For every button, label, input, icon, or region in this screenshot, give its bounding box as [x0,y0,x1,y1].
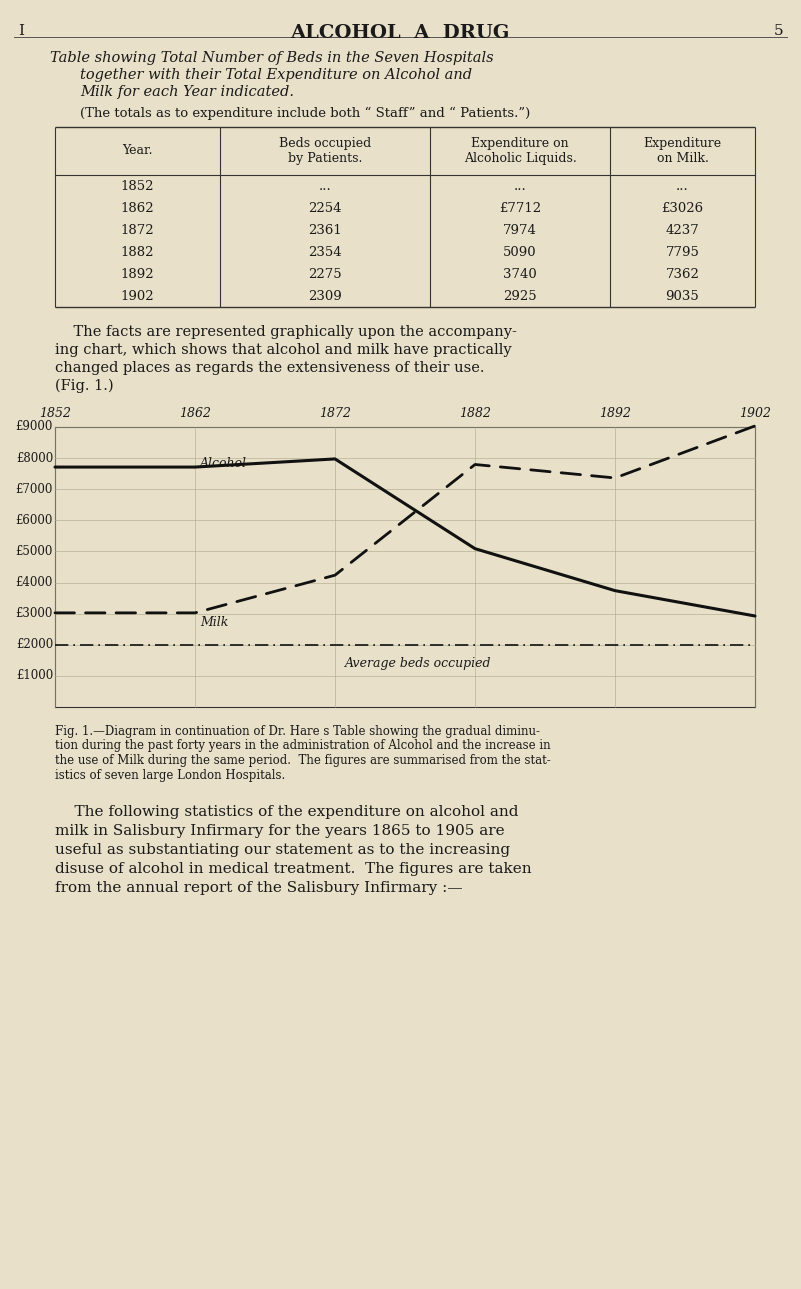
Text: 1902: 1902 [121,290,155,303]
Text: £8000: £8000 [16,451,53,464]
Text: 7974: 7974 [503,223,537,236]
Text: 1852: 1852 [39,407,71,420]
Text: 2361: 2361 [308,223,342,236]
Text: 2254: 2254 [308,201,342,214]
Text: Expenditure on
Alcoholic Liquids.: Expenditure on Alcoholic Liquids. [464,137,577,165]
Text: ALCOHOL  A  DRUG: ALCOHOL A DRUG [290,24,509,43]
Text: ...: ... [513,179,526,192]
Text: Alcohol: Alcohol [200,458,247,470]
Text: Table showing Total Number of Beds in the Seven Hospitals: Table showing Total Number of Beds in th… [50,52,493,64]
Text: 1852: 1852 [121,179,155,192]
Text: 1892: 1892 [121,268,155,281]
Text: ing chart, which shows that alcohol and milk have practically: ing chart, which shows that alcohol and … [55,343,512,357]
Text: the use of Milk during the same period.  The figures are summarised from the sta: the use of Milk during the same period. … [55,754,551,767]
Text: £7000: £7000 [16,482,53,496]
Text: ...: ... [319,179,332,192]
Text: Fig. 1.—Diagram in continuation of Dr. Hare s Table showing the gradual diminu-: Fig. 1.—Diagram in continuation of Dr. H… [55,724,540,739]
Text: 1862: 1862 [121,201,155,214]
Text: £3026: £3026 [662,201,703,214]
Text: from the annual report of the Salisbury Infirmary :—: from the annual report of the Salisbury … [55,880,463,895]
Text: Average beds occupied: Average beds occupied [345,657,492,670]
Text: 7362: 7362 [666,268,699,281]
Text: 4237: 4237 [666,223,699,236]
Text: 1872: 1872 [319,407,351,420]
Text: ...: ... [676,179,689,192]
Text: istics of seven large London Hospitals.: istics of seven large London Hospitals. [55,768,285,781]
Text: The facts are represented graphically upon the accompany-: The facts are represented graphically up… [55,325,517,339]
Text: together with their Total Expenditure on Alcohol and: together with their Total Expenditure on… [80,68,472,82]
Text: 5090: 5090 [503,245,537,259]
Text: £2000: £2000 [16,638,53,651]
Text: Milk for each Year indicated.: Milk for each Year indicated. [80,85,294,99]
Text: 1892: 1892 [599,407,631,420]
Text: useful as substantiating our statement as to the increasing: useful as substantiating our statement a… [55,843,510,857]
Text: £5000: £5000 [16,545,53,558]
Text: (Fig. 1.): (Fig. 1.) [55,379,114,393]
Text: 3740: 3740 [503,268,537,281]
Text: (The totals as to expenditure include both “ Staff” and “ Patients.”): (The totals as to expenditure include bo… [80,107,530,120]
Text: tion during the past forty years in the administration of Alcohol and the increa: tion during the past forty years in the … [55,740,550,753]
Text: milk in Salisbury Infirmary for the years 1865 to 1905 are: milk in Salisbury Infirmary for the year… [55,824,505,838]
Text: 1882: 1882 [121,245,155,259]
Text: 9035: 9035 [666,290,699,303]
Text: 5: 5 [774,24,783,37]
Text: I: I [18,24,24,37]
Text: 2354: 2354 [308,245,342,259]
Text: 2275: 2275 [308,268,342,281]
Text: 1862: 1862 [179,407,211,420]
Text: 1872: 1872 [121,223,155,236]
Text: £1000: £1000 [16,669,53,682]
Text: Milk: Milk [200,616,228,629]
Text: £4000: £4000 [16,576,53,589]
Text: 2309: 2309 [308,290,342,303]
Text: 1902: 1902 [739,407,771,420]
Text: Expenditure
on Milk.: Expenditure on Milk. [643,137,722,165]
Text: £9000: £9000 [16,420,53,433]
Text: The following statistics of the expenditure on alcohol and: The following statistics of the expendit… [55,806,518,819]
Text: £7712: £7712 [499,201,541,214]
Text: changed places as regards the extensiveness of their use.: changed places as regards the extensiven… [55,361,485,375]
Text: 1882: 1882 [459,407,491,420]
Text: Beds occupied
by Patients.: Beds occupied by Patients. [279,137,371,165]
Text: Year.: Year. [123,144,153,157]
Text: £6000: £6000 [16,514,53,527]
Text: £3000: £3000 [16,607,53,620]
Text: disuse of alcohol in medical treatment.  The figures are taken: disuse of alcohol in medical treatment. … [55,862,532,877]
Text: 2925: 2925 [503,290,537,303]
Text: 7795: 7795 [666,245,699,259]
